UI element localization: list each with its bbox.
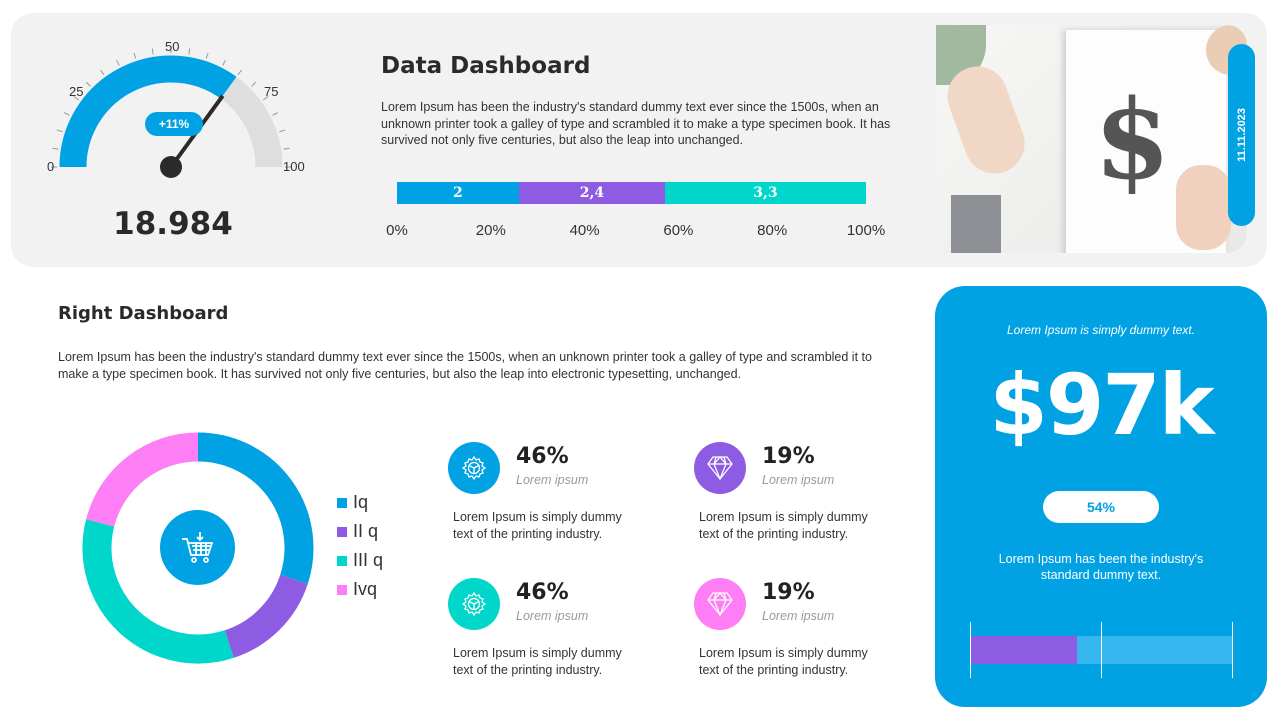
gauge-tick-mark	[52, 147, 59, 150]
gauge-tick-mark	[63, 112, 70, 116]
stat-subtitle: Lorem ipsum	[516, 609, 589, 623]
legend-swatch	[337, 497, 347, 508]
stat-block: 19% Lorem ipsum Lorem Ipsum is simply du…	[694, 578, 894, 688]
gauge-tick-mark	[73, 96, 80, 101]
bar-segment: 2	[397, 182, 519, 204]
donut-chart	[82, 432, 314, 664]
axis-gridline	[584, 176, 586, 212]
kpi-caption: Lorem Ipsum is simply dummy text.	[1006, 323, 1196, 337]
gauge-tick-75: 75	[264, 84, 279, 99]
bar-segment: 2,4	[518, 182, 665, 204]
axis-gridline	[678, 176, 680, 212]
donut-slice-1	[224, 574, 308, 658]
gauge-tick-0: 0	[47, 159, 55, 174]
gauge-tick-mark	[56, 129, 63, 133]
gauge-tick-mark	[133, 52, 137, 59]
gauge-tick-mark	[237, 69, 242, 76]
gauge-tick-mark	[85, 81, 91, 87]
diamond-icon	[694, 578, 746, 630]
gauge-tick-mark	[251, 81, 257, 87]
stat-value: 46%	[516, 444, 569, 469]
gauge-tick-mark	[283, 147, 290, 150]
stat-block: 19% Lorem ipsum Lorem Ipsum is simply du…	[694, 442, 894, 552]
axis-gridline	[397, 176, 398, 212]
gauge-tick-mark	[151, 48, 154, 55]
gauge-tick-mark	[262, 96, 269, 101]
legend-swatch	[337, 555, 347, 566]
legend-label: Iq	[353, 492, 369, 512]
kpi-card: Lorem Ipsum is simply dummy text. $97k 5…	[935, 286, 1267, 707]
gauge-track	[220, 76, 283, 168]
kpi-text: Lorem Ipsum has been the industry's stan…	[998, 552, 1204, 582]
legend-label: II q	[353, 521, 379, 541]
gear-icon	[448, 578, 500, 630]
stat-subtitle: Lorem ipsum	[762, 473, 835, 487]
gauge-ticks	[51, 47, 291, 168]
gauge-hub	[160, 156, 182, 178]
date-label: 11.11.2023	[1235, 108, 1248, 162]
gauge-tick-100: 100	[283, 159, 305, 174]
kpi-badge: 54%	[1043, 491, 1159, 523]
stat-value: 19%	[762, 580, 815, 605]
stat-block: 46% Lorem ipsum Lorem Ipsum is simply du…	[448, 442, 648, 552]
stacked-bar-axis: 0% 20% 40% 60% 80% 100%	[386, 176, 885, 239]
gauge-tick-mark	[222, 59, 226, 66]
kpi-value: $97k	[989, 356, 1214, 454]
donut-slice-2	[82, 519, 234, 664]
gauge-tick-mark	[272, 112, 279, 116]
gauge-tick-mark	[205, 52, 209, 59]
axis-tick-label: 40%	[569, 222, 600, 239]
legend-item: II q	[337, 521, 383, 542]
header-text: Lorem Ipsum has been the industry's stan…	[381, 100, 891, 147]
legend-label: III q	[353, 550, 384, 570]
axis-gridline	[490, 176, 492, 212]
date-tab: 11.11.2023	[1228, 44, 1255, 226]
legend-item: Ivq	[337, 579, 383, 600]
legend-label: Ivq	[353, 579, 378, 599]
legend-item: Iq	[337, 492, 383, 513]
photo-hand-writing-dollar: $	[936, 25, 1247, 253]
bar-segment: 3,3	[664, 182, 866, 204]
axis-gridline	[772, 176, 774, 212]
stat-text: Lorem Ipsum is simply dummy text of the …	[453, 510, 622, 541]
donut-slice-3	[86, 432, 199, 527]
stat-text: Lorem Ipsum is simply dummy text of the …	[699, 510, 868, 541]
legend-swatch	[337, 584, 347, 595]
stat-text: Lorem Ipsum is simply dummy text of the …	[453, 646, 622, 677]
axis-tick-label: 60%	[663, 222, 694, 239]
gauge-total: 18.984	[113, 206, 233, 242]
gauge-tick-mark	[100, 69, 105, 76]
gauge-fill	[59, 55, 237, 168]
gauge-tick-mark	[279, 129, 286, 133]
axis-tick-label: 80%	[757, 222, 788, 239]
axis-tick-label: 0%	[386, 222, 408, 239]
dollar-sketch: $	[1094, 75, 1171, 204]
kpi-progress-fill	[970, 636, 1078, 664]
cart-icon	[160, 510, 235, 585]
stat-block: 46% Lorem ipsum Lorem Ipsum is simply du…	[448, 578, 648, 688]
gauge-tick-25: 25	[69, 84, 84, 99]
axis-tick-label: 100%	[846, 222, 886, 239]
diamond-icon	[694, 442, 746, 494]
donut-legend: Iq II q III q Ivq	[337, 492, 383, 600]
stacked-bar: 2 2,4 3,3	[397, 182, 866, 204]
axis-tick-label: 20%	[475, 222, 506, 239]
stat-value: 46%	[516, 580, 569, 605]
section-title: Right Dashboard	[58, 303, 229, 324]
donut-slice-0	[197, 432, 314, 584]
stat-value: 19%	[762, 444, 815, 469]
legend-swatch	[337, 526, 347, 537]
gear-icon	[448, 442, 500, 494]
stat-subtitle: Lorem ipsum	[762, 609, 835, 623]
gauge-tick-50: 50	[165, 39, 180, 54]
gauge-tick-mark	[188, 48, 191, 55]
section-text: Lorem Ipsum has been the industry's stan…	[58, 350, 872, 381]
stat-text: Lorem Ipsum is simply dummy text of the …	[699, 646, 868, 677]
legend-item: III q	[337, 550, 383, 571]
stat-subtitle: Lorem ipsum	[516, 473, 589, 487]
gauge-tick-mark	[116, 59, 120, 66]
gauge-badge: +11%	[145, 112, 203, 136]
page-title: Data Dashboard	[381, 53, 591, 79]
